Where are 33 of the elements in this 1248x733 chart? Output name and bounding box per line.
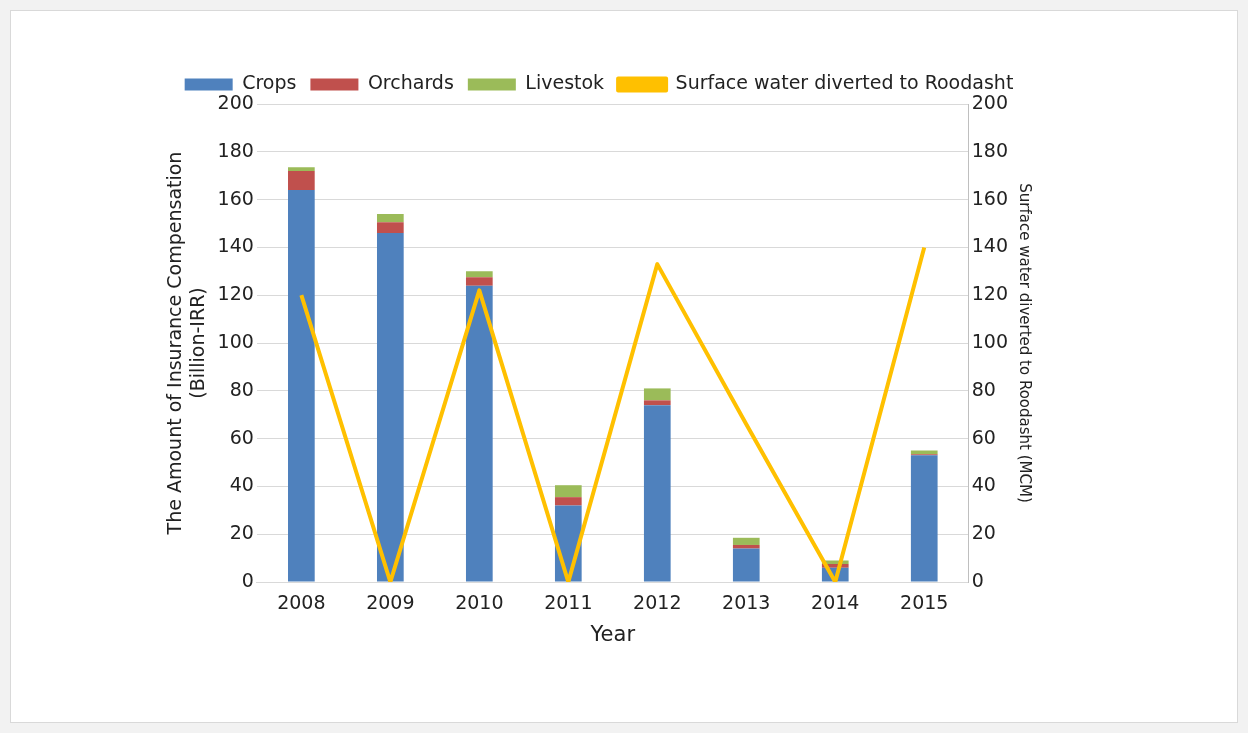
y2-tick-label: 60 xyxy=(971,425,996,448)
y-tick-label: 40 xyxy=(229,473,254,496)
x-tick-label: 2014 xyxy=(811,591,860,614)
legend-label: Orchards xyxy=(367,71,454,94)
y-tick-label: 100 xyxy=(217,329,254,352)
y2-tick-label: 0 xyxy=(971,568,984,591)
y2-tick-label: 120 xyxy=(971,282,1008,305)
y2-axis-title: Surface water diverted to Roodasht (MCM) xyxy=(1016,183,1035,503)
x-axis-title: Year xyxy=(589,621,636,646)
y2-tick-label: 40 xyxy=(971,473,996,496)
legend-label: Livestok xyxy=(525,71,605,94)
y-tick-label: 120 xyxy=(217,282,254,305)
y-tick-label: 160 xyxy=(217,186,254,209)
y-tick-label: 140 xyxy=(217,234,254,257)
y2-tick-label: 80 xyxy=(971,377,996,400)
x-tick-label: 2010 xyxy=(455,591,504,614)
x-tick-label: 2011 xyxy=(544,591,593,614)
y-tick-label: 180 xyxy=(217,138,254,161)
y-tick-label: 80 xyxy=(229,377,254,400)
x-tick-label: 2012 xyxy=(633,591,682,614)
x-tick-label: 2015 xyxy=(900,591,949,614)
y2-tick-label: 160 xyxy=(971,186,1008,209)
x-tick-label: 2009 xyxy=(366,591,415,614)
y2-tick-label: 20 xyxy=(971,521,996,544)
y-tick-label: 20 xyxy=(229,521,254,544)
y-axis-title: The Amount of Insurance Compensation (Billion-IRR) xyxy=(163,151,209,536)
y-tick-label: 60 xyxy=(229,425,254,448)
y2-tick-label: 100 xyxy=(971,329,1008,352)
y2-tick-label: 140 xyxy=(971,234,1008,257)
x-tick-label: 2008 xyxy=(277,591,326,614)
x-tick-label: 2013 xyxy=(722,591,771,614)
y2-tick-label: 180 xyxy=(971,138,1008,161)
y-tick-label: 0 xyxy=(241,568,254,591)
